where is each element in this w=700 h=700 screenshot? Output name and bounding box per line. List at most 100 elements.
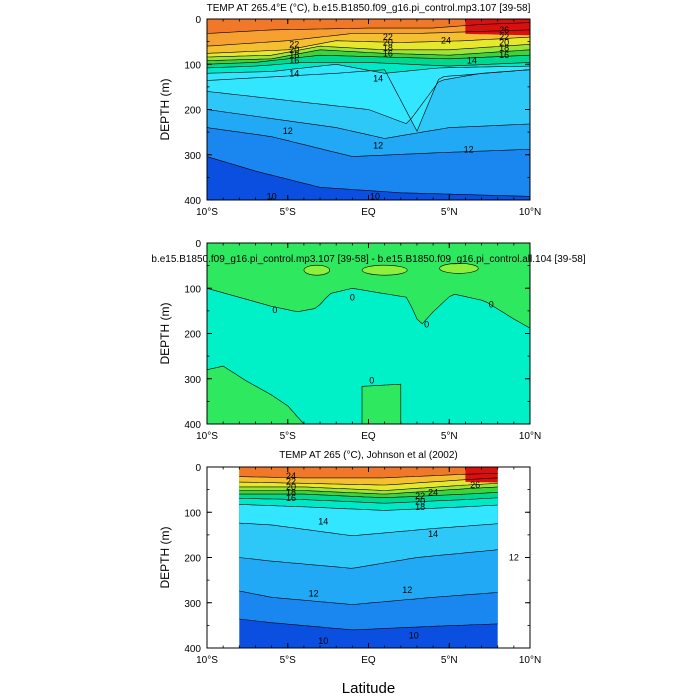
x-tick-label: 10°S: [196, 207, 218, 218]
chart-title: TEMP AT 265 (°C), Johnson et al (2002): [279, 450, 458, 461]
contour-line: [206, 127, 531, 157]
contour-line: [206, 109, 531, 139]
contour-line: [239, 492, 498, 499]
contour-band: [361, 264, 408, 276]
x-tick-label: 5°N: [441, 431, 458, 442]
contour-label: 12: [283, 126, 293, 136]
contour-line: [206, 63, 531, 74]
contour-line: [206, 287, 531, 329]
x-tick-label: 5°S: [280, 655, 297, 666]
y-tick-label: 200: [184, 330, 201, 341]
y-axis-label: DEPTH (m): [158, 303, 172, 365]
contour-label: 12: [464, 144, 474, 154]
contour-label: 14: [428, 529, 438, 539]
y-axis-label: DEPTH (m): [158, 79, 172, 141]
y-tick-label: 400: [184, 644, 201, 655]
contour-band: [361, 383, 402, 425]
contour-label: 16: [499, 50, 509, 60]
contour-label: 18: [415, 502, 425, 512]
contour-line: [239, 504, 498, 511]
contour-label: 0: [424, 319, 429, 329]
x-tick-label: 10°N: [519, 431, 541, 442]
chart-title: TEMP AT 265.4°E (°C), b.e15.B1850.f09_g1…: [207, 3, 531, 14]
contour-label: 18: [289, 50, 299, 60]
contour-label: 20: [415, 496, 425, 506]
contour-line: [239, 486, 498, 495]
contour-line: [239, 590, 498, 605]
x-tick-label: EQ: [361, 655, 376, 666]
y-tick-label: 300: [184, 151, 201, 162]
contour-label: 12: [509, 553, 519, 563]
contour-line: [206, 62, 531, 69]
y-axis-label: DEPTH (m): [158, 527, 172, 589]
y-tick-label: 200: [184, 106, 201, 117]
contour-line: [239, 549, 498, 569]
x-tick-label: 5°N: [441, 207, 458, 218]
contour-label: 18: [286, 487, 296, 497]
contour-label: 26: [499, 25, 509, 35]
contour-line: [239, 483, 498, 491]
contour-label: 12: [402, 585, 412, 595]
x-tick-label: 5°S: [280, 431, 297, 442]
contour-label: 24: [441, 36, 451, 46]
contour-label: 14: [373, 74, 383, 84]
contour-line: [206, 22, 531, 34]
contour-label: 12: [373, 141, 383, 151]
contour-label: 16: [286, 493, 296, 503]
contour-band: [239, 467, 498, 478]
contour-label: 22: [286, 476, 296, 486]
contour-label: 20: [286, 482, 296, 492]
contour-line: [239, 618, 498, 631]
contour-label: 24: [286, 471, 296, 481]
y-tick-label: 100: [184, 284, 201, 295]
contour-line: [239, 477, 498, 486]
contour-line: [206, 29, 531, 47]
contour-label: 0: [272, 305, 277, 315]
chart-title: b.e15.B1850.f09_g16.pi_control.mp3.107 […: [151, 254, 585, 265]
contour-label: 22: [415, 491, 425, 501]
x-tick-label: 10°N: [519, 207, 541, 218]
contour-label: 18: [383, 43, 393, 53]
contour-label: 0: [350, 292, 355, 302]
contour-label: 20: [383, 38, 393, 48]
contour-label: 24: [428, 487, 438, 497]
x-tick-label: 10°N: [519, 655, 541, 666]
contour-label: 16: [383, 48, 393, 58]
contour-line: [239, 473, 498, 479]
y-tick-label: 400: [184, 196, 201, 207]
contour-label: 10: [318, 636, 328, 646]
contour-line: [206, 44, 531, 58]
axes-3: 10°S 5°S EQ 5°N 10°N 0 100 200 300 400 DEPTH (m) TE…: [158, 450, 541, 697]
contour-line: [206, 69, 531, 132]
x-axis-label: Latitude: [342, 680, 395, 697]
contour-line: [239, 522, 498, 536]
contour-label: 10: [409, 630, 419, 640]
contour-label: 0: [489, 300, 494, 310]
contour-label: 20: [289, 45, 299, 55]
contour-label: 22: [289, 39, 299, 49]
contour-line: [239, 497, 498, 504]
panel-2: 0 0 0 0 0: [206, 243, 531, 425]
y-tick-label: 0: [195, 239, 201, 250]
axes-1: 10°S 5°S EQ 5°N 10°N 0 100 200 300 400 DEPTH (m) TE…: [158, 3, 541, 218]
axes-2: 10°S 5°S EQ 5°N 10°N 0 100 200 300 400 DEPTH (m) b.…: [151, 239, 585, 442]
contour-label: 10: [370, 191, 380, 201]
contour-band: [439, 263, 479, 274]
y-tick-label: 100: [184, 508, 201, 519]
y-tick-label: 200: [184, 554, 201, 565]
x-tick-label: EQ: [361, 207, 376, 218]
contour-line: [206, 54, 531, 65]
contour-label: 16: [289, 56, 299, 66]
contour-label: 22: [499, 32, 509, 42]
contour-label: 18: [499, 43, 509, 53]
contour-label: 14: [318, 516, 328, 526]
contour-band: [465, 467, 498, 483]
y-tick-label: 400: [184, 420, 201, 431]
contour-label: 12: [309, 589, 319, 599]
y-tick-label: 300: [184, 375, 201, 386]
x-tick-label: 5°S: [280, 207, 297, 218]
contour-label: 26: [470, 480, 480, 490]
